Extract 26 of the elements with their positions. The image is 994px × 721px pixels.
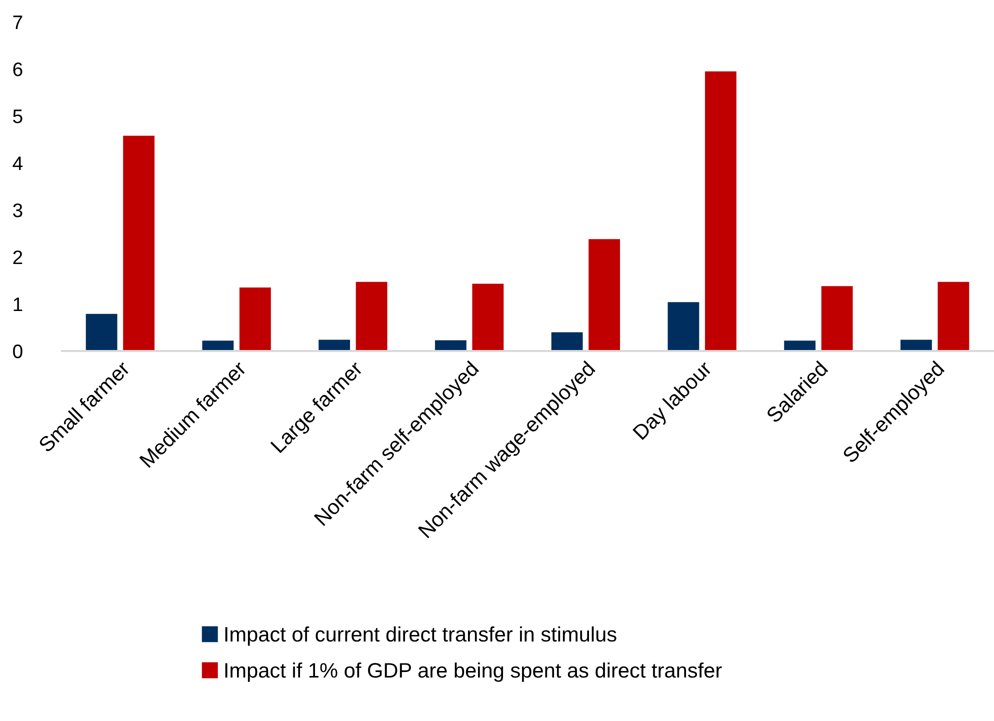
bar xyxy=(318,340,350,351)
bar xyxy=(938,282,970,351)
bar xyxy=(668,302,700,351)
bar xyxy=(472,284,504,351)
bar xyxy=(202,340,234,351)
y-tick-label: 2 xyxy=(13,250,22,264)
y-tick-label: 3 xyxy=(13,203,22,218)
legend-label: Impact of current direct transfer in stimulus xyxy=(225,626,616,646)
bar xyxy=(821,286,853,351)
y-tick-label: 7 xyxy=(13,16,22,30)
y-tick-label: 4 xyxy=(12,156,23,170)
bar xyxy=(704,71,736,351)
bar xyxy=(123,136,155,351)
y-tick-label: 0 xyxy=(13,344,22,358)
bar xyxy=(86,314,118,351)
bar xyxy=(434,340,466,351)
legend-label: Impact if 1% of GDP are being spent as direct transfer xyxy=(225,662,722,682)
bar xyxy=(900,340,932,351)
bar xyxy=(356,282,388,351)
y-tick-label: 6 xyxy=(13,62,22,76)
bar xyxy=(588,239,620,351)
y-tick-label: 1 xyxy=(14,298,22,312)
y-tick-label: 5 xyxy=(13,110,22,124)
bar xyxy=(784,340,816,351)
bar xyxy=(551,332,583,351)
bar xyxy=(239,288,271,351)
